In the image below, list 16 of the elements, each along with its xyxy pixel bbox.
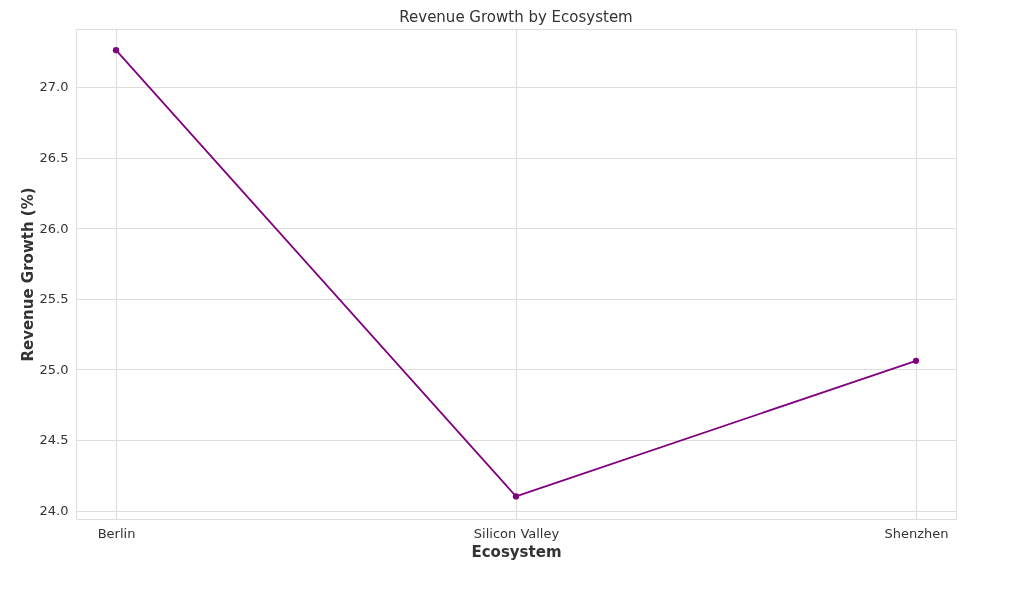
x-axis-title: Ecosystem: [471, 542, 562, 561]
y-tick-label: 24.0: [39, 503, 69, 519]
y-tick-label: 24.5: [39, 432, 69, 448]
point: [912, 357, 920, 364]
y-tick-label: 26.5: [39, 150, 69, 165]
x-tick-label: Shenzhen: [884, 525, 949, 541]
point: [112, 47, 120, 54]
x-tick-label: Berlin: [97, 525, 136, 541]
y-tick-label: 25.5: [39, 291, 69, 307]
y-tick-label: 26.0: [39, 220, 69, 236]
x-tick-label: Silicon Valley: [473, 525, 560, 541]
y-axis-title: Revenue Growth (%): [18, 187, 37, 362]
y-tick-label: 25.0: [39, 361, 69, 377]
chart-title: Revenue Growth by Ecosystem: [399, 8, 633, 26]
point: [512, 493, 520, 500]
y-tick-label: 27.0: [39, 79, 69, 95]
